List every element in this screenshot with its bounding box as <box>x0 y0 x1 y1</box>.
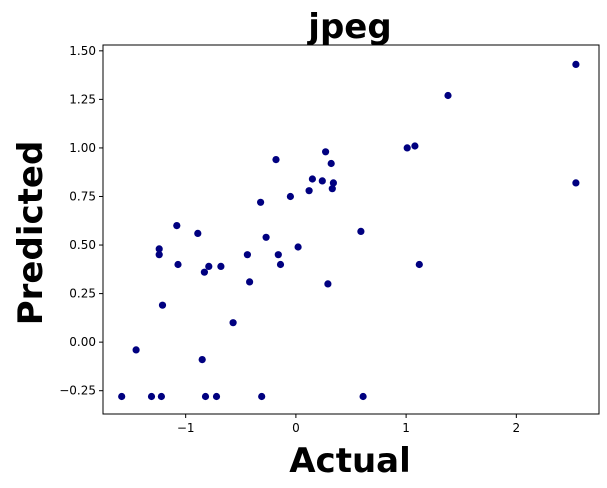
data-point <box>246 278 254 286</box>
data-point <box>359 392 367 401</box>
data-point <box>403 144 411 152</box>
chart-title: jpeg <box>306 7 391 47</box>
data-point <box>198 356 206 364</box>
data-point <box>205 262 213 270</box>
data-point <box>155 251 163 259</box>
data-point <box>572 60 580 68</box>
data-point <box>258 392 266 401</box>
data-point <box>229 319 237 327</box>
data-point <box>157 392 165 401</box>
data-point <box>572 179 580 187</box>
x-axis-ticks: −1 0 1 2 <box>177 414 520 435</box>
data-point <box>328 185 336 193</box>
data-point <box>305 187 313 195</box>
y-tick-label: 1.50 <box>69 44 96 58</box>
data-point <box>329 179 337 187</box>
y-tick-label: 0.00 <box>69 335 96 349</box>
data-point <box>411 142 419 150</box>
x-tick-label: 1 <box>402 421 410 435</box>
data-point <box>262 233 270 241</box>
data-point <box>294 243 302 251</box>
y-tick-label: 1.00 <box>69 141 96 155</box>
data-point <box>174 260 182 269</box>
data-point <box>327 159 335 168</box>
x-tick-label: −1 <box>177 421 195 435</box>
data-point <box>194 229 202 237</box>
y-tick-label: 0.50 <box>69 238 96 252</box>
data-point <box>274 251 282 259</box>
data-point <box>173 222 181 230</box>
data-point <box>200 268 208 276</box>
y-tick-label: 0.75 <box>69 189 96 203</box>
data-point <box>243 251 251 259</box>
y-tick-label: 1.25 <box>69 92 96 106</box>
plot-frame <box>102 44 600 415</box>
y-tick-label: 0.25 <box>69 287 96 301</box>
y-axis-ticks: −0.25 0.00 0.25 0.50 0.75 1.00 1.25 1.50 <box>59 44 103 398</box>
x-tick-label: 0 <box>292 421 300 435</box>
data-point <box>272 156 280 164</box>
y-axis-label: Predicted <box>11 141 51 326</box>
data-point <box>147 392 156 401</box>
data-point <box>444 91 452 100</box>
data-point <box>276 260 285 269</box>
data-point <box>132 346 140 354</box>
data-point <box>118 392 126 401</box>
x-axis-label: Actual <box>289 441 411 481</box>
data-point <box>415 260 423 269</box>
y-tick-label: −0.25 <box>59 384 96 398</box>
data-point <box>324 280 332 288</box>
data-point <box>158 301 167 309</box>
data-point <box>322 148 330 156</box>
data-point <box>257 198 265 206</box>
data-point <box>286 192 294 201</box>
data-point <box>357 227 365 235</box>
data-points <box>118 60 580 401</box>
data-point <box>318 177 326 185</box>
data-point <box>201 392 210 401</box>
data-point <box>308 175 316 183</box>
data-point <box>212 392 221 401</box>
data-point <box>155 245 163 253</box>
data-point <box>217 262 225 270</box>
x-tick-label: 2 <box>513 421 521 435</box>
